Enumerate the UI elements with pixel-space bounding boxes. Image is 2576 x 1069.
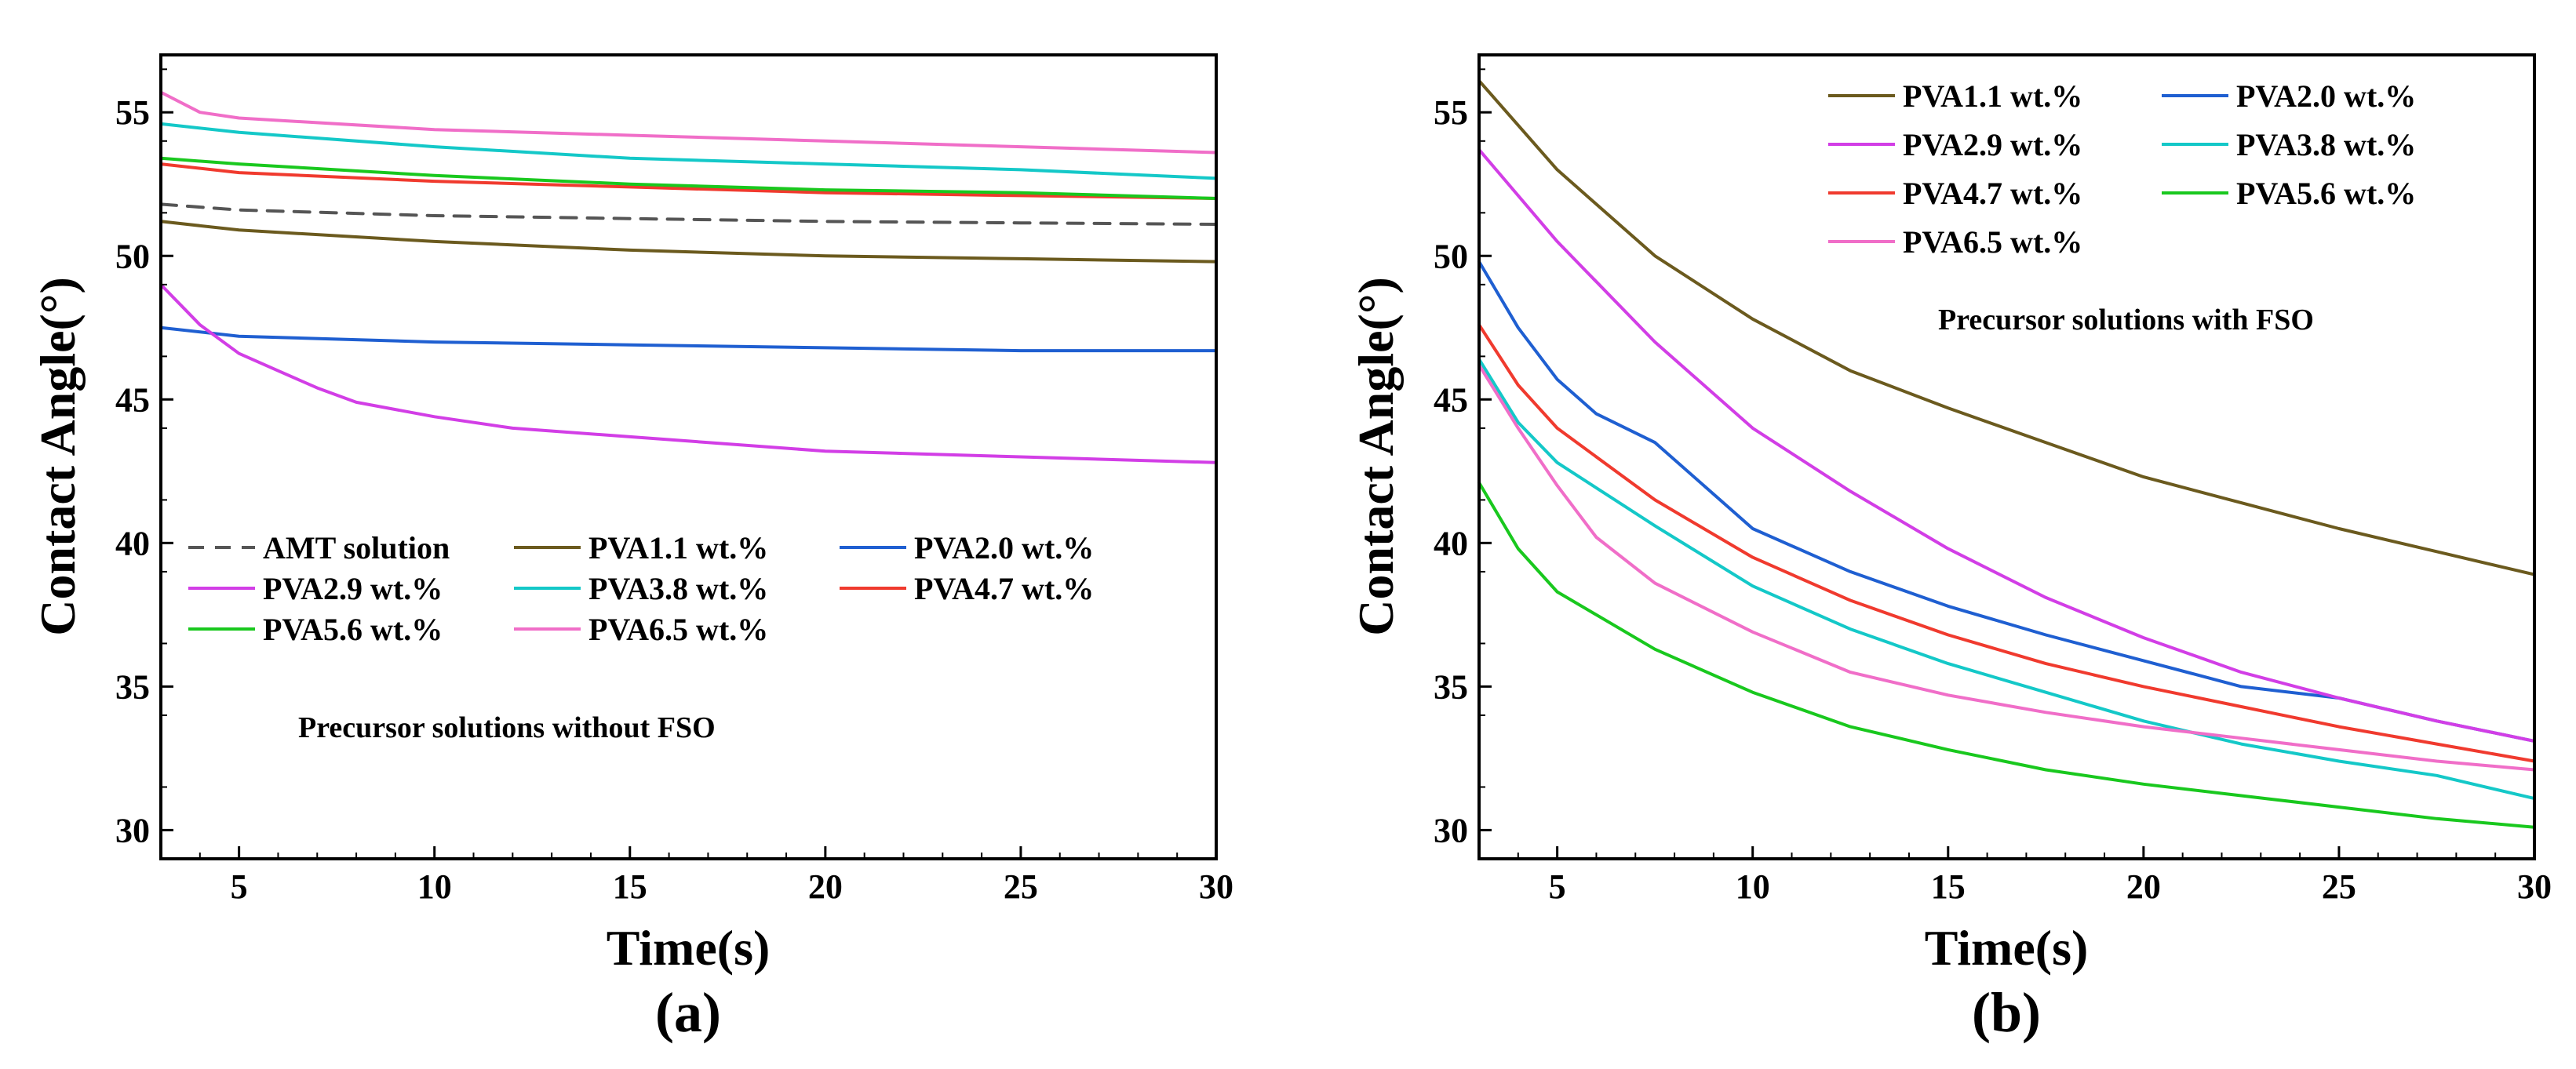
legend-label-pva3-8-wt: PVA3.8 wt.% [588,571,768,606]
legend-label-pva5-6-wt: PVA5.6 wt.% [2236,176,2416,211]
x-tick-label: 15 [1931,867,1966,906]
legend-label-pva1-1-wt: PVA1.1 wt.% [1903,78,2082,114]
y-axis-title-b: Contact Angle(°) [1348,277,1404,636]
axis-ticks-b: 5 10 15 20 25 30 30 35 40 45 50 55 [1434,68,2552,906]
y-tick-label: 40 [115,524,150,562]
series-line-pva5-6-wt [1477,481,2536,829]
x-tick-label: 20 [808,867,843,906]
legend-a: AMT solution PVA1.1 wt.% PVA2.0 wt.% PVA2.9… [188,530,1094,647]
x-tick-label: 10 [417,867,452,906]
series-line-pva4-7-wt [1477,323,2536,763]
series-line-amt-solution [159,202,1218,226]
y-tick-label: 35 [1434,667,1468,706]
series-line-pva3-8-wt [159,122,1218,180]
series-line-pva2-9-wt [159,282,1218,464]
y-tick-label: 50 [1434,237,1468,275]
legend-note-b: Precursor solutions with FSO [1938,304,2314,336]
series-line-pva1-1-wt [1477,78,2536,576]
legend-label-pva2-0-wt: PVA2.0 wt.% [914,530,1094,565]
legend-label-pva3-8-wt: PVA3.8 wt.% [2236,127,2416,162]
y-tick-label: 45 [1434,380,1468,419]
plot-frame-b [1477,53,2536,860]
series-line-pva2-0-wt [1477,260,2536,743]
y-tick-label: 30 [1434,811,1468,849]
x-tick-label: 10 [1736,867,1770,906]
series-line-pva6-5-wt [1477,363,2536,772]
series-line-pva4-7-wt [159,162,1218,200]
y-tick-label: 30 [115,811,150,849]
series-line-pva6-5-wt [159,90,1218,155]
panel-b: 5 10 15 20 25 30 30 35 40 45 50 55 Time(s) Contact … [1348,53,2552,1044]
legend-label-pva6-5-wt: PVA6.5 wt.% [588,612,768,647]
legend-label-pva4-7-wt: PVA4.7 wt.% [914,571,1094,606]
series-line-pva3-8-wt [1477,358,2536,801]
x-tick-label: 20 [2126,867,2161,906]
y-tick-label: 50 [115,237,150,275]
legend-label-pva4-7-wt: PVA4.7 wt.% [1903,176,2082,211]
panel-label-b: (b) [1972,981,2041,1044]
panel-label-a: (a) [655,981,721,1044]
series-line-pva2-9-wt [1477,147,2536,743]
x-tick-label: 25 [2322,867,2356,906]
x-tick-label: 5 [1549,867,1566,906]
y-tick-label: 55 [115,93,150,132]
x-axis-title-b: Time(s) [1925,920,2089,976]
x-tick-label: 5 [231,867,248,906]
legend-label-pva5-6-wt: PVA5.6 wt.% [263,612,443,647]
x-tick-label: 15 [613,867,647,906]
legend-label-pva2-9-wt: PVA2.9 wt.% [1903,127,2082,162]
series-lines-a [159,90,1218,464]
panel-a: 5 10 15 20 25 30 30 35 40 45 50 55 Time(s) Contact … [30,53,1233,1044]
y-tick-label: 35 [115,667,150,706]
legend-label-pva6-5-wt: PVA6.5 wt.% [1903,224,2082,260]
series-lines-b [1477,78,2536,829]
y-tick-label: 40 [1434,524,1468,562]
x-tick-label: 30 [2517,867,2552,906]
series-line-pva5-6-wt [159,156,1218,200]
x-axis-title-a: Time(s) [607,920,771,976]
series-line-pva2-0-wt [159,325,1218,353]
x-tick-label: 25 [1004,867,1038,906]
y-tick-label: 55 [1434,93,1468,132]
x-tick-label: 30 [1199,867,1233,906]
legend-label-pva2-9-wt: PVA2.9 wt.% [263,571,443,606]
legend-note-a: Precursor solutions without FSO [298,711,716,744]
legend-label-pva2-0-wt: PVA2.0 wt.% [2236,78,2416,114]
legend-b: PVA1.1 wt.% PVA2.0 wt.% PVA2.9 wt.% PVA3.8 … [1828,78,2416,260]
axis-ticks-a: 5 10 15 20 25 30 30 35 40 45 50 55 [115,68,1233,906]
y-axis-title-a: Contact Angle(°) [30,277,86,636]
legend-label-amt-solution: AMT solution [263,530,450,565]
series-line-pva1-1-wt [159,220,1218,264]
plot-frame-a [159,53,1218,860]
y-tick-label: 45 [115,380,150,419]
legend-label-pva1-1-wt: PVA1.1 wt.% [588,530,768,565]
